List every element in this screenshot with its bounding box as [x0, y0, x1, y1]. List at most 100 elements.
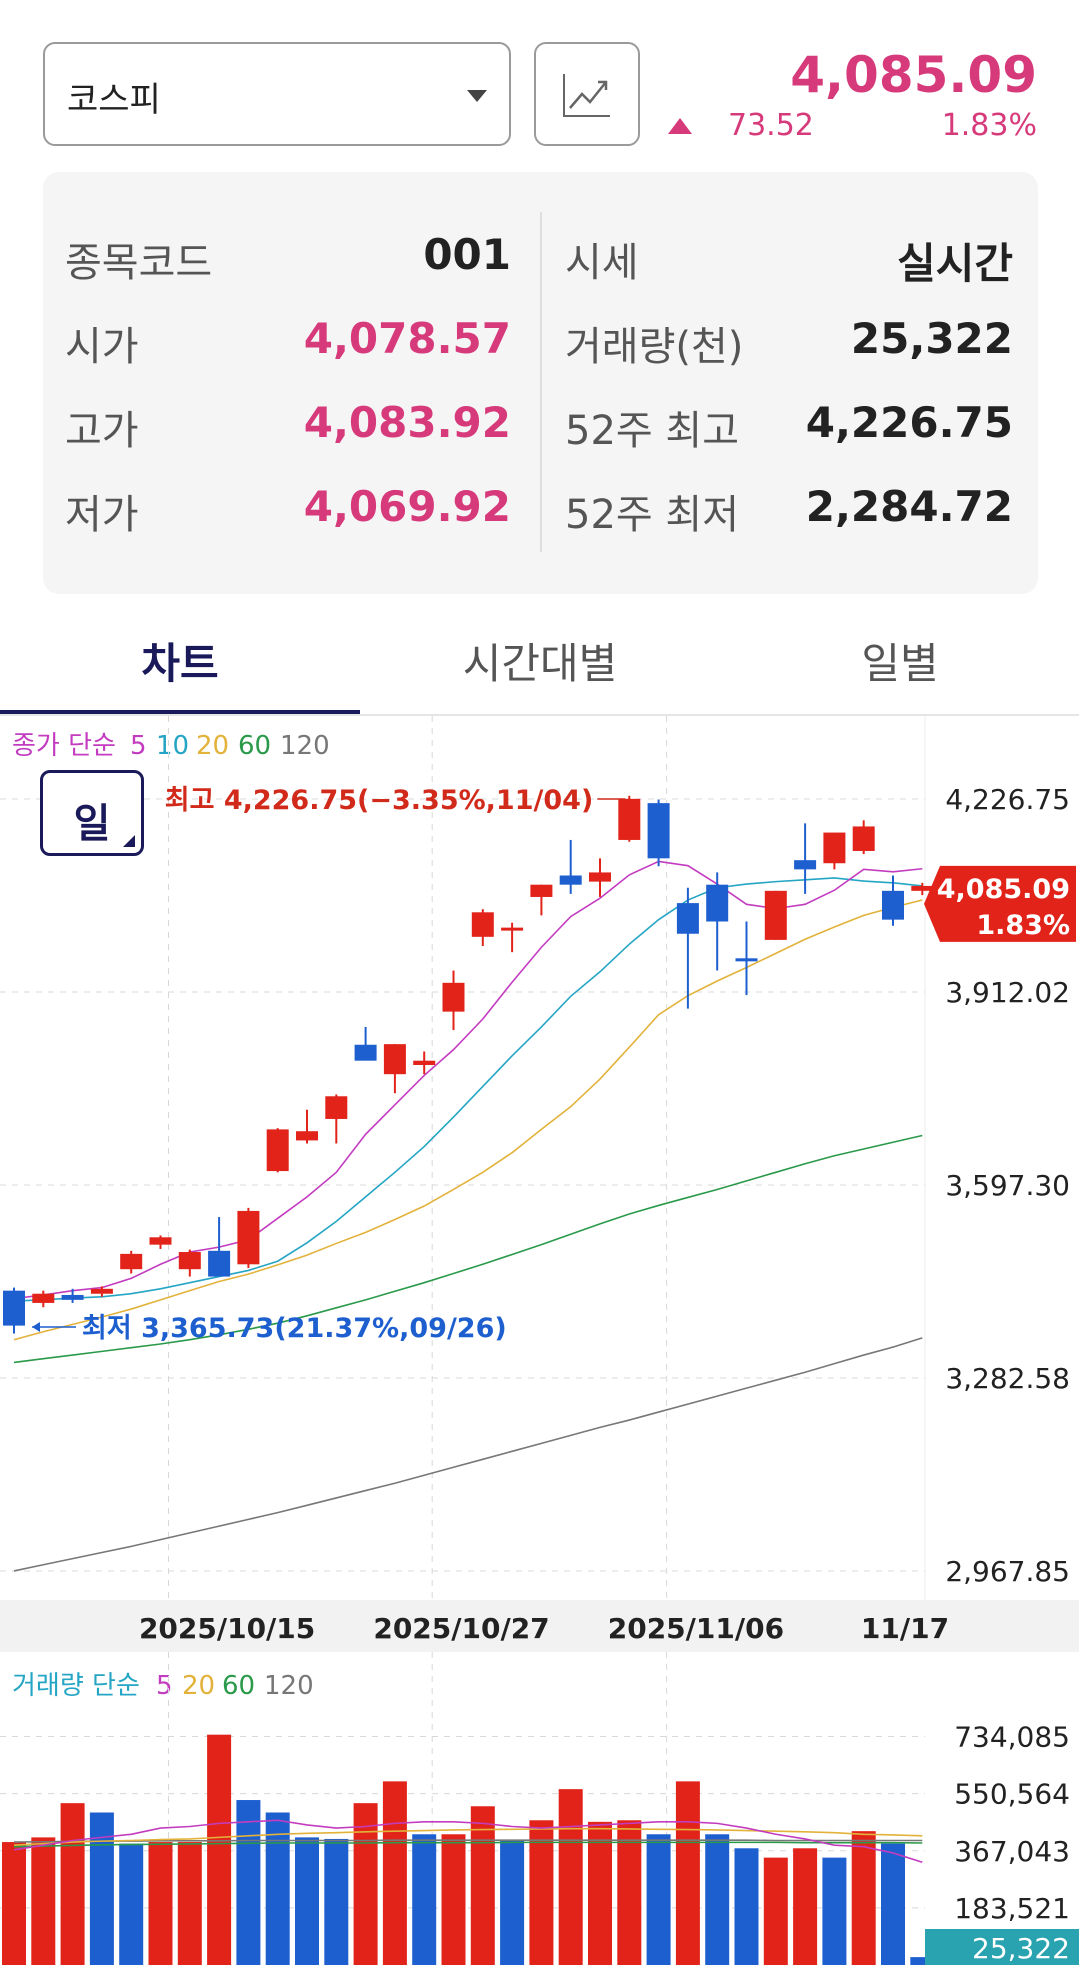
candle-body: [296, 1131, 318, 1141]
price-ma20-line: [13, 899, 923, 1341]
candle-body: [266, 1129, 289, 1172]
candle-body: [149, 1237, 172, 1245]
volume-tick-label: 550,564: [954, 1778, 1070, 1811]
current-price: 4,085.09: [790, 46, 1037, 104]
price-change: 73.52: [728, 108, 814, 143]
stock-chart[interactable]: 종가 단순 5 10 20 60 120 거래량 단순 5 20 60 120 …: [0, 716, 1079, 1965]
candle-body: [61, 1294, 84, 1300]
date-tick-label: 11/17: [861, 1612, 949, 1645]
price-change-percent: 1.83%: [941, 108, 1037, 143]
info-value-low: 4,069.92: [303, 482, 511, 531]
volume-bar: [705, 1834, 730, 1965]
volume-bar: [412, 1834, 437, 1965]
volume-bar: [470, 1806, 495, 1965]
volume-bar: [89, 1812, 114, 1965]
volume-legend-ma60: 60: [222, 1671, 255, 1701]
candle-body: [676, 903, 699, 934]
info-value-52w-low: 2,284.72: [805, 482, 1013, 531]
volume-bar: [295, 1837, 319, 1965]
info-label-52w-low: 52주 최저: [565, 492, 740, 538]
candle-body: [618, 798, 641, 840]
period-button[interactable]: 일: [40, 770, 144, 856]
tab-by-time[interactable]: 시간대별: [462, 639, 618, 688]
volume-bar: [324, 1838, 349, 1965]
volume-ma20-line: [13, 1827, 923, 1846]
volume-ma5-line: [13, 1819, 923, 1864]
candle-body: [735, 958, 758, 962]
volume-bar: [441, 1834, 466, 1965]
candle-body: [852, 826, 875, 851]
info-divider: [540, 212, 542, 552]
candle-body: [120, 1253, 143, 1270]
info-label-code: 종목코드: [65, 240, 213, 286]
market-selector[interactable]: 코스피: [43, 42, 511, 146]
candle-body: [178, 1252, 201, 1270]
current-volume-tag: [925, 1929, 1079, 1965]
candle-body: [501, 927, 524, 931]
candle-body: [237, 1210, 260, 1265]
volume-bar: [793, 1848, 818, 1965]
candle-body: [589, 872, 611, 882]
candle-body: [559, 875, 582, 885]
candle-body: [354, 1044, 377, 1061]
info-value-open: 4,078.57: [303, 314, 511, 363]
price-tick-label: 2,967.85: [945, 1555, 1070, 1588]
price-tick-label: 3,912.02: [945, 976, 1070, 1009]
current-price-tag-pct: 1.83%: [976, 910, 1070, 941]
current-volume-tag-value: 25,322: [972, 1932, 1070, 1965]
quote-info-panel: 종목코드 001 시가 4,078.57 고가 4,083.92 저가 4,06…: [43, 172, 1038, 594]
info-value-quote: 실시간: [897, 239, 1013, 288]
volume-ma60-line: [13, 1841, 923, 1848]
volume-bar: [148, 1842, 173, 1965]
date-tick-label: 2025/10/15: [139, 1612, 315, 1645]
info-label-high: 고가: [65, 408, 139, 454]
volume-bar: [558, 1789, 583, 1965]
candle-body: [764, 890, 787, 940]
volume-bar: [910, 1957, 935, 1965]
volume-bar: [675, 1781, 700, 1965]
volume-bar: [881, 1843, 905, 1965]
candle-body: [794, 860, 817, 870]
price-tick-label: 4,226.75: [945, 783, 1070, 816]
volume-bar: [588, 1821, 612, 1965]
volume-bar: [31, 1837, 56, 1965]
price-ma10-line: [13, 877, 923, 1302]
tab-chart[interactable]: 차트: [141, 639, 219, 688]
info-value-52w-high: 4,226.75: [805, 398, 1013, 447]
candle-body: [32, 1293, 55, 1303]
price-legend-ma60: 60: [238, 731, 271, 761]
candle-body: [325, 1096, 348, 1119]
candle-body: [90, 1288, 113, 1294]
volume-tick-label: 367,043: [954, 1835, 1070, 1868]
up-triangle-icon: [668, 118, 692, 134]
candle-body: [442, 982, 465, 1012]
info-label-quote: 시세: [565, 240, 639, 286]
volume-bar: [851, 1831, 876, 1965]
candle-body: [471, 912, 494, 937]
candle-body: [911, 885, 934, 891]
volume-bar: [500, 1840, 525, 1965]
volume-legend-ma120: 120: [264, 1671, 314, 1701]
volume-bar: [529, 1820, 554, 1965]
tab-daily[interactable]: 일별: [861, 639, 939, 688]
info-label-volume: 거래량(천): [565, 324, 744, 370]
info-value-high: 4,083.92: [303, 398, 511, 447]
chart-view-button[interactable]: [534, 42, 640, 146]
volume-bar: [207, 1734, 232, 1965]
price-tick-label: 3,282.58: [945, 1362, 1070, 1395]
price-legend-ma5: 5: [130, 731, 147, 761]
price-tick-label: 3,597.30: [945, 1169, 1070, 1202]
candle-body: [823, 832, 846, 864]
volume-bar: [60, 1803, 85, 1965]
price-legend-prefix: 종가 단순: [12, 731, 116, 761]
price-legend: 종가 단순 5 10 20 60 120: [12, 731, 330, 761]
date-tick-label: 2025/11/06: [608, 1612, 784, 1645]
volume-bar: [617, 1820, 642, 1965]
candle-body: [3, 1290, 25, 1326]
volume-legend: 거래량 단순 5 20 60 120: [12, 1671, 314, 1701]
corner-triangle-icon: [123, 835, 135, 847]
volume-tick-label: 734,085: [954, 1721, 1070, 1754]
volume-bar: [382, 1781, 407, 1965]
price-ma120-line: [13, 1337, 923, 1572]
price-legend-ma20: 20: [196, 731, 229, 761]
